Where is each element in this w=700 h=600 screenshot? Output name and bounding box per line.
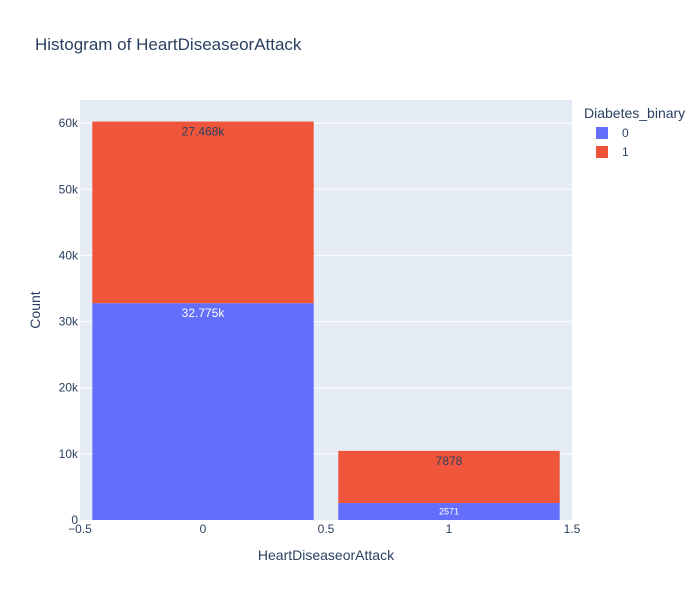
legend-swatch-0 (596, 127, 608, 139)
bar-labels: 32.775k 27.468k 2571 7878 (182, 125, 463, 517)
bar-label-series-0-cat-0: 32.775k (182, 306, 226, 320)
legend-title: Diabetes_binary (584, 105, 685, 121)
bar-series-1-cat-1 (338, 450, 560, 503)
y-tick-label: 30k (59, 315, 79, 329)
bar-label-series-1-cat-1: 7878 (436, 454, 463, 468)
y-tick-label: 0 (71, 513, 78, 527)
legend-swatch-1 (596, 146, 608, 158)
x-tick-label: 1 (446, 522, 453, 536)
y-axis-title: Count (27, 291, 43, 328)
x-tick-label: 1.5 (564, 522, 581, 536)
legend-label-0: 0 (622, 126, 629, 140)
chart-title: Histogram of HeartDiseaseorAttack (35, 35, 302, 54)
bars (92, 121, 560, 520)
y-axis-ticks: 0 10k 20k 30k 40k 50k 60k (59, 116, 79, 527)
y-tick-label: 10k (59, 447, 79, 461)
y-tick-label: 60k (59, 116, 79, 130)
bar-series-0-cat-0 (92, 303, 314, 520)
x-axis-title: HeartDiseaseorAttack (258, 547, 395, 563)
y-tick-label: 40k (59, 248, 79, 262)
bar-series-1-cat-0 (92, 121, 314, 304)
bar-series-0-cat-1 (338, 502, 560, 520)
y-tick-label: 50k (59, 182, 79, 196)
legend-label-1: 1 (622, 145, 629, 159)
x-axis-ticks: −0.5 0 0.5 1 1.5 (68, 522, 581, 536)
legend: Diabetes_binary 0 1 (584, 105, 685, 159)
y-tick-label: 20k (59, 381, 79, 395)
bar-label-series-0-cat-1: 2571 (439, 506, 459, 516)
x-tick-label: 0.5 (318, 522, 335, 536)
x-tick-label: 0 (200, 522, 207, 536)
bar-label-series-1-cat-0: 27.468k (182, 125, 226, 139)
x-tick-label: −0.5 (68, 522, 92, 536)
